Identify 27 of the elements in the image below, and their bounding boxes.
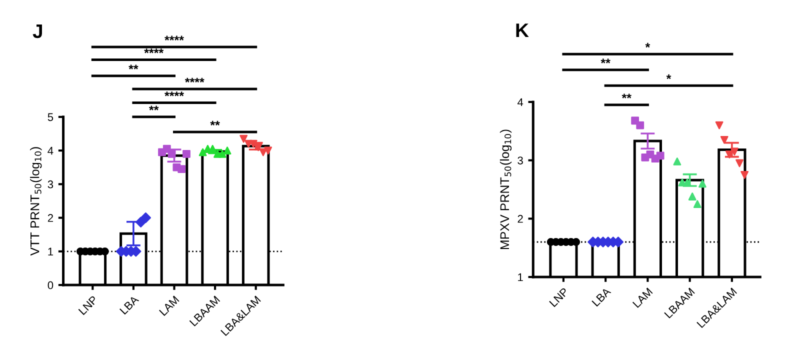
y-tick-label: 4 <box>517 98 524 106</box>
y-tick-label: 2 <box>518 214 523 223</box>
y-tick-label: 2 <box>48 214 53 222</box>
annotation: ** <box>210 120 220 126</box>
chart-title: K <box>516 24 529 37</box>
y-tick-label: 5 <box>48 113 54 122</box>
y-tick-label: 1 <box>518 273 523 282</box>
x-tick-label: LBA <box>120 295 140 315</box>
text: ** <box>128 64 138 70</box>
text: ** <box>622 94 632 98</box>
chart-title: J <box>32 24 42 38</box>
text: **** <box>184 78 204 82</box>
y-tick-label: 0 <box>48 281 54 290</box>
y-tick-label: 3 <box>48 180 54 188</box>
text: * <box>666 74 672 80</box>
y-tick-label: 4 <box>48 146 54 155</box>
y-axis-title: MPXV PRNT$_{50}$(log$_{10}$) <box>500 130 512 250</box>
text: **** <box>164 92 184 96</box>
text: ** <box>149 106 159 110</box>
text: ** <box>600 58 610 64</box>
y-tick-label: 3 <box>518 156 523 164</box>
text: **** <box>144 48 164 54</box>
text: **** <box>164 36 184 40</box>
text: * <box>645 42 650 48</box>
x-tick-label: LBA <box>592 287 612 307</box>
y-axis-title: VTT PRNT$_{50}$(log$_{10}$) <box>30 147 42 256</box>
y-tick-label: 1 <box>48 248 54 256</box>
